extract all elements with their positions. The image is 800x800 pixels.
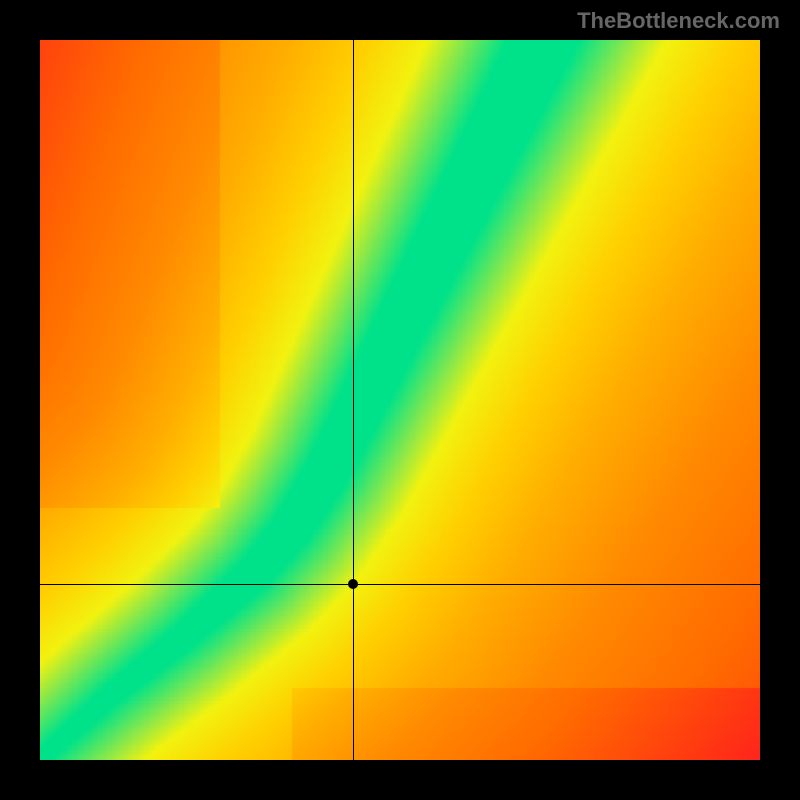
crosshair-horizontal bbox=[40, 584, 760, 585]
watermark-text: TheBottleneck.com bbox=[577, 8, 780, 34]
heatmap-plot bbox=[40, 40, 760, 760]
crosshair-vertical bbox=[353, 40, 354, 760]
crosshair-marker bbox=[348, 579, 358, 589]
heatmap-canvas bbox=[40, 40, 760, 760]
